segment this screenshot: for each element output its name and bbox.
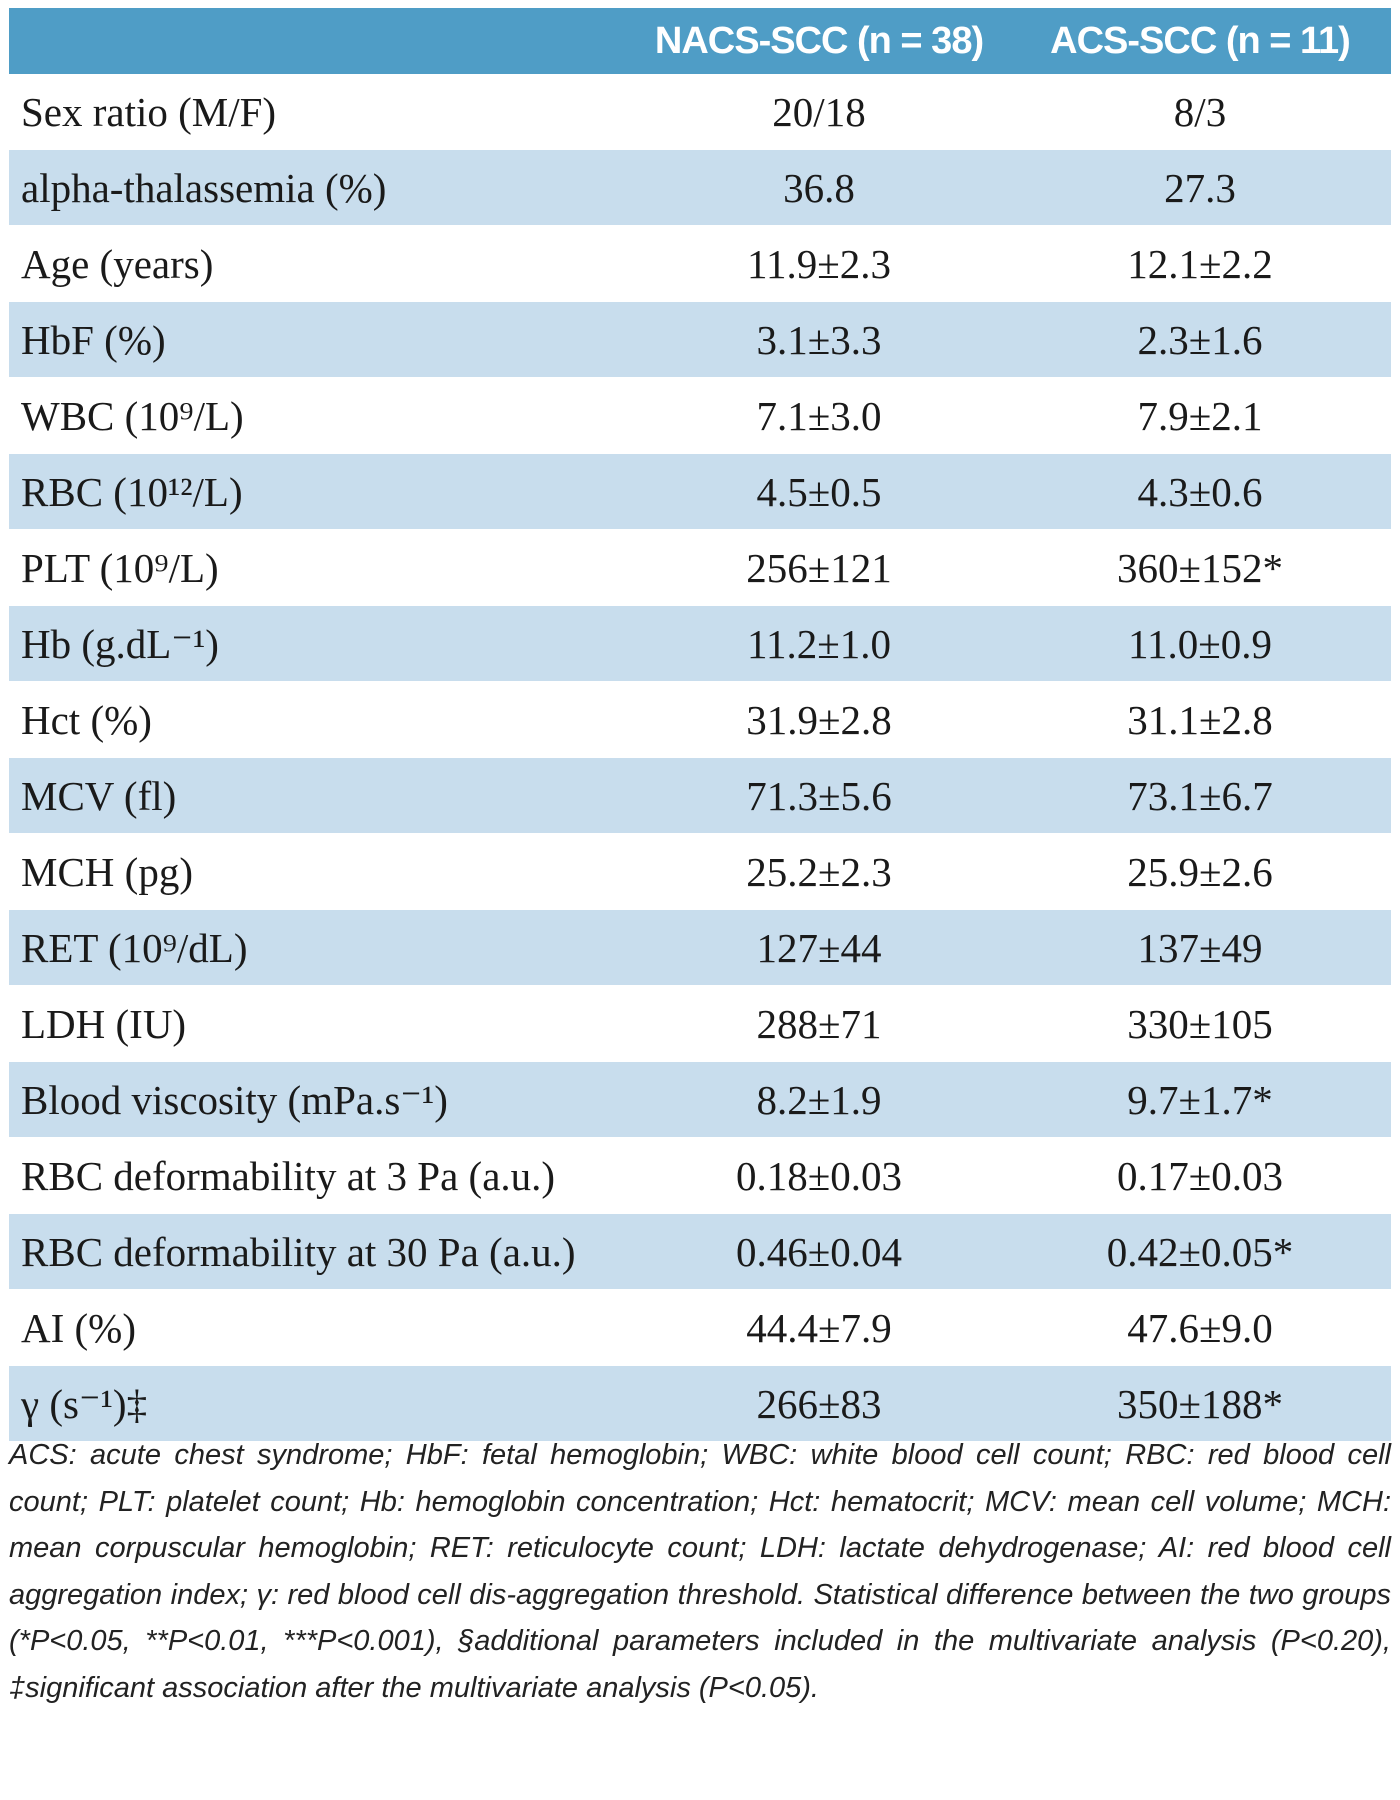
table-row: HbF (%) 3.1±3.3 2.3±1.6 <box>9 301 1391 378</box>
cell-value: 25.2±2.3 <box>629 833 1009 910</box>
table-row: MCH (pg) 25.2±2.3 25.9±2.6 <box>9 833 1391 910</box>
header-corner <box>9 8 629 74</box>
cell-value: 27.3 <box>1009 149 1391 226</box>
row-label: PLT (10⁹/L) <box>9 529 629 606</box>
cell-value: 20/18 <box>629 74 1009 150</box>
cell-value: 127±44 <box>629 909 1009 986</box>
table-row: Hb (g.dL⁻¹) 11.2±1.0 11.0±0.9 <box>9 605 1391 682</box>
row-label: LDH (IU) <box>9 985 629 1062</box>
cell-value: 44.4±7.9 <box>629 1289 1009 1366</box>
cell-value: 0.42±0.05* <box>1009 1213 1391 1290</box>
cell-value: 12.1±2.2 <box>1009 225 1391 302</box>
row-label: Blood viscosity (mPa.s⁻¹) <box>9 1061 629 1138</box>
cell-value: 2.3±1.6 <box>1009 301 1391 378</box>
cell-value: 11.0±0.9 <box>1009 605 1391 682</box>
row-label: MCV (fl) <box>9 757 629 834</box>
cell-value: 330±105 <box>1009 985 1391 1062</box>
cell-value: 256±121 <box>629 529 1009 606</box>
data-table: NACS-SCC (n = 38) ACS-SCC (n = 11) Sex r… <box>9 8 1391 1442</box>
table-row: alpha-thalassemia (%) 36.8 27.3 <box>9 149 1391 226</box>
table-row: MCV (fl) 71.3±5.6 73.1±6.7 <box>9 757 1391 834</box>
table-row: LDH (IU) 288±71 330±105 <box>9 985 1391 1062</box>
cell-value: 31.1±2.8 <box>1009 681 1391 758</box>
cell-value: 137±49 <box>1009 909 1391 986</box>
cell-value: 4.5±0.5 <box>629 453 1009 530</box>
row-label: γ (s⁻¹)‡ <box>9 1365 629 1442</box>
header-row: NACS-SCC (n = 38) ACS-SCC (n = 11) <box>9 8 1391 74</box>
cell-value: 31.9±2.8 <box>629 681 1009 758</box>
cell-value: 266±83 <box>629 1365 1009 1442</box>
row-label: RBC deformability at 30 Pa (a.u.) <box>9 1213 629 1290</box>
cell-value: 360±152* <box>1009 529 1391 606</box>
header-cell: NACS-SCC (n = 38) <box>629 8 1009 74</box>
cell-value: 7.1±3.0 <box>629 377 1009 454</box>
row-label: WBC (10⁹/L) <box>9 377 629 454</box>
table-row: PLT (10⁹/L) 256±121 360±152* <box>9 529 1391 606</box>
table-row: RBC deformability at 30 Pa (a.u.) 0.46±0.… <box>9 1213 1391 1290</box>
table-row: Sex ratio (M/F) 20/18 8/3 <box>9 74 1391 150</box>
row-label: alpha-thalassemia (%) <box>9 149 629 226</box>
row-label: RBC (10¹²/L) <box>9 453 629 530</box>
cell-value: 8.2±1.9 <box>629 1061 1009 1138</box>
cell-value: 71.3±5.6 <box>629 757 1009 834</box>
cell-value: 47.6±9.0 <box>1009 1289 1391 1366</box>
cell-value: 11.2±1.0 <box>629 605 1009 682</box>
table-body: Sex ratio (M/F) 20/18 8/3 alpha-thalassemia… <box>9 74 1391 1442</box>
row-label: Sex ratio (M/F) <box>9 74 629 150</box>
cell-value: 36.8 <box>629 149 1009 226</box>
table-row: WBC (10⁹/L) 7.1±3.0 7.9±2.1 <box>9 377 1391 454</box>
cell-value: 7.9±2.1 <box>1009 377 1391 454</box>
table-row: Hct (%) 31.9±2.8 31.1±2.8 <box>9 681 1391 758</box>
cell-value: 0.17±0.03 <box>1009 1137 1391 1214</box>
row-label: Hb (g.dL⁻¹) <box>9 605 629 682</box>
cell-value: 0.46±0.04 <box>629 1213 1009 1290</box>
row-label: Hct (%) <box>9 681 629 758</box>
footnote: ACS: acute chest syndrome; HbF: fetal he… <box>9 1439 1391 1704</box>
row-label: Age (years) <box>9 225 629 302</box>
cell-value: 8/3 <box>1009 74 1391 150</box>
table-row: Age (years) 11.9±2.3 12.1±2.2 <box>9 225 1391 302</box>
table-row: AI (%) 44.4±7.9 47.6±9.0 <box>9 1289 1391 1366</box>
cell-value: 0.18±0.03 <box>629 1137 1009 1214</box>
cell-value: 350±188* <box>1009 1365 1391 1442</box>
row-label: RBC deformability at 3 Pa (a.u.) <box>9 1137 629 1214</box>
cell-value: 9.7±1.7* <box>1009 1061 1391 1138</box>
cell-value: 25.9±2.6 <box>1009 833 1391 910</box>
table-row: γ (s⁻¹)‡ 266±83 350±188* <box>9 1365 1391 1442</box>
table-row: Blood viscosity (mPa.s⁻¹) 8.2±1.9 9.7±1.7* <box>9 1061 1391 1138</box>
row-label: AI (%) <box>9 1289 629 1366</box>
cell-value: 3.1±3.3 <box>629 301 1009 378</box>
row-label: MCH (pg) <box>9 833 629 910</box>
cell-value: 73.1±6.7 <box>1009 757 1391 834</box>
table-row: RBC (10¹²/L) 4.5±0.5 4.3±0.6 <box>9 453 1391 530</box>
header-cell: ACS-SCC (n = 11) <box>1009 8 1391 74</box>
row-label: RET (10⁹/dL) <box>9 909 629 986</box>
cell-value: 4.3±0.6 <box>1009 453 1391 530</box>
table-row: RBC deformability at 3 Pa (a.u.) 0.18±0.0… <box>9 1137 1391 1214</box>
table-row: RET (10⁹/dL) 127±44 137±49 <box>9 909 1391 986</box>
row-label: HbF (%) <box>9 301 629 378</box>
cell-value: 11.9±2.3 <box>629 225 1009 302</box>
cell-value: 288±71 <box>629 985 1009 1062</box>
